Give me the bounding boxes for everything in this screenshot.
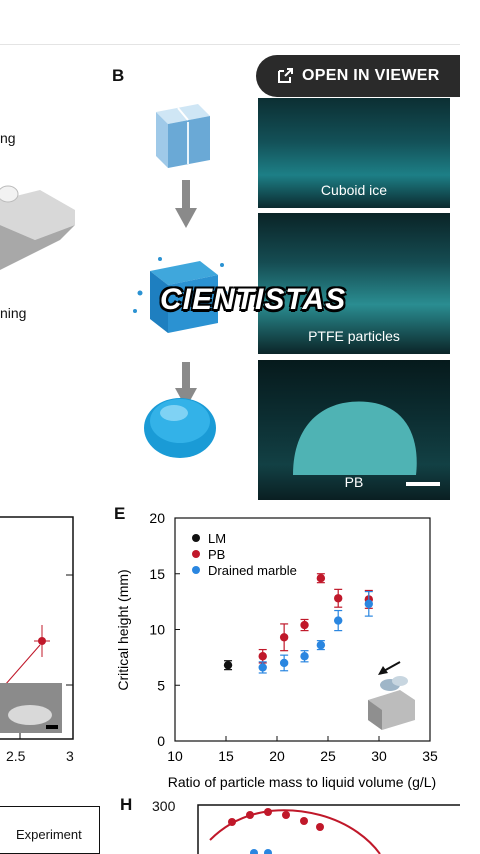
- legend-label: Drained marble: [208, 563, 297, 578]
- y-tick-label: 15: [149, 566, 165, 582]
- panel-h-y-tick: 300: [152, 798, 176, 814]
- photo-ptfe-particles: PTFE particles: [258, 213, 450, 354]
- panel-a-text-bottom: ning: [0, 305, 27, 321]
- caption-pb: PB: [344, 474, 364, 490]
- data-point: [258, 652, 267, 661]
- panel-g-legend: Experiment: [16, 827, 82, 842]
- open-in-viewer-button[interactable]: OPEN IN VIEWER: [256, 55, 460, 97]
- inset-illustration: [368, 661, 415, 730]
- y-tick-label: 20: [149, 510, 165, 526]
- x-tick-label: 25: [320, 748, 336, 764]
- x-tick-label: 35: [422, 748, 438, 764]
- data-point: [300, 620, 309, 630]
- panel-h-fragment: [197, 804, 465, 854]
- particle-cube-illustration: [133, 257, 228, 333]
- y-tick-label: 10: [149, 622, 165, 638]
- panel-h-label: H: [120, 795, 133, 814]
- right-margin: [460, 0, 480, 854]
- panel-g-frame: Experiment: [0, 806, 100, 854]
- data-point: [316, 574, 326, 583]
- data-point: [223, 660, 233, 670]
- panel-d-x-tick-1: 2.5: [6, 748, 26, 764]
- watermark-text: CIENTISTAS: [160, 283, 347, 316]
- legend-label: PB: [208, 547, 225, 562]
- y-tick-label: 5: [157, 677, 165, 693]
- data-point: [258, 663, 267, 672]
- legend-marker: [192, 566, 200, 574]
- panel-a-illustration: [0, 185, 75, 270]
- legend-label: LM: [208, 531, 226, 546]
- x-tick-label: 15: [218, 748, 234, 764]
- legend-marker: [192, 550, 200, 558]
- arrow-down-icon-1: [175, 180, 197, 228]
- y-axis-label: Critical height (mm): [115, 569, 131, 690]
- top-divider: [0, 44, 460, 45]
- external-link-icon: [278, 68, 293, 83]
- scale-bar: [406, 482, 440, 486]
- photo-pb: PB: [258, 360, 450, 500]
- data-point: [316, 640, 326, 650]
- panel-a-text-top: ng: [0, 130, 16, 146]
- x-tick-label: 10: [167, 748, 183, 764]
- data-point: [334, 616, 343, 625]
- legend-marker: [192, 534, 200, 542]
- data-point: [364, 599, 373, 609]
- panel-d-x-tick-2: 3: [66, 748, 74, 764]
- photo-cuboid-ice: Cuboid ice: [258, 98, 450, 208]
- panel-b-label: B: [112, 66, 125, 85]
- y-tick-label: 0: [157, 733, 165, 749]
- caption-cuboid-ice: Cuboid ice: [320, 182, 388, 198]
- marble-illustration: [144, 398, 216, 458]
- data-point: [300, 652, 309, 661]
- x-tick-label: 20: [269, 748, 285, 764]
- open-in-viewer-label: OPEN IN VIEWER: [302, 67, 440, 84]
- arrow-down-icon-2: [175, 362, 197, 408]
- data-point: [279, 658, 289, 668]
- caption-ptfe-particles: PTFE particles: [308, 328, 400, 344]
- x-tick-label: 30: [371, 748, 387, 764]
- panel-e-label: E: [114, 504, 126, 523]
- pb-blob: [293, 401, 417, 475]
- x-axis-label: Ratio of particle mass to liquid volume …: [168, 774, 436, 790]
- data-point: [334, 594, 343, 603]
- panel-d-fragment: [0, 516, 74, 740]
- ice-cube-illustration: [156, 104, 210, 168]
- data-point: [279, 633, 289, 642]
